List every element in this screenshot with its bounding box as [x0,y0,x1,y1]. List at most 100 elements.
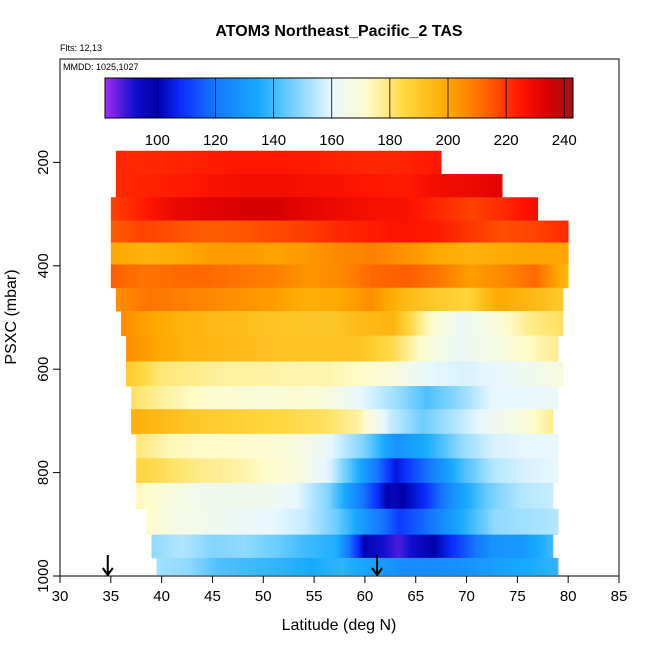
heatmap-cell [549,409,552,435]
heatmap-cell [520,433,523,459]
heatmap-cell [394,197,397,221]
heatmap-cell [166,264,169,289]
heatmap-cell [513,335,515,362]
heatmap-cell [408,287,411,312]
heatmap-cell [220,264,223,289]
heatmap-cell [146,386,149,410]
heatmap-cell [548,458,551,484]
heatmap-cell [341,220,344,243]
heatmap-cell [253,174,256,198]
heatmap-cell [179,534,182,559]
heatmap-cell [363,311,366,336]
heatmap-cell [428,557,430,576]
heatmap-cell [394,242,397,265]
heatmap-cell [208,264,211,289]
heatmap-cell [433,264,436,289]
heatmap-cell [136,264,139,289]
heatmap-cell [237,150,240,175]
heatmap-cell [386,197,389,221]
heatmap-cell [298,150,301,175]
heatmap-cell [149,311,152,336]
heatmap-cell [288,287,291,312]
heatmap-cell [463,482,466,510]
heatmap-cell [379,433,382,459]
heatmap-cell [512,220,515,243]
heatmap-cell [410,264,413,289]
heatmap-cell [396,287,399,312]
heatmap-cell [339,150,342,175]
heatmap-cell [483,508,486,536]
heatmap-cell [153,311,156,336]
heatmap-cell [534,287,537,312]
heatmap-cell [190,335,193,362]
heatmap-cell [264,174,267,198]
heatmap-cell [381,287,384,312]
heatmap-cell [450,174,453,198]
heatmap-cell [151,197,154,221]
heatmap-cell [312,335,314,362]
heatmap-cell [250,220,253,243]
heatmap-cell [368,557,370,576]
heatmap-cell [330,335,332,362]
heatmap-cell [202,534,205,559]
heatmap-cell [181,150,184,175]
heatmap-cell [549,287,552,312]
heatmap-cell [259,433,262,459]
heatmap-cell [279,150,282,175]
heatmap-cell [192,287,195,312]
heatmap-cell [119,197,122,221]
heatmap-cell [198,335,200,362]
heatmap-cell [148,174,151,198]
heatmap-cell [496,361,499,387]
heatmap-cell [233,534,236,559]
heatmap-cell [460,264,463,289]
heatmap-cell [490,458,493,484]
heatmap-cell [197,220,200,243]
heatmap-cell [265,287,268,312]
heatmap-cell [244,220,247,243]
heatmap-cell [496,242,499,265]
heatmap-cell [247,361,250,387]
heatmap-cell [258,311,261,336]
heatmap-cell [330,361,332,387]
heatmap-cell [529,361,532,387]
heatmap-cell [351,174,354,198]
heatmap-cell [312,409,315,435]
heatmap-cell [408,335,410,362]
heatmap-cell [171,174,174,198]
heatmap-cell [457,287,460,312]
heatmap-cell [266,433,269,459]
heatmap-cell [140,482,143,510]
heatmap-cell [232,197,235,221]
heatmap-cell [328,242,331,265]
heatmap-cell [322,361,325,387]
heatmap-cell [401,508,404,536]
heatmap-cell [427,534,430,559]
heatmap-cell [515,409,518,435]
heatmap-cell [440,264,443,289]
heatmap-cell [144,386,147,410]
heatmap-cell [179,197,182,221]
heatmap-cell [420,508,423,536]
heatmap-cell [203,386,206,410]
heatmap-cell [355,361,358,387]
heatmap-cell [321,508,324,536]
heatmap-cell [530,264,533,289]
heatmap-cell [407,311,410,336]
heatmap-cell [461,409,464,435]
heatmap-cell [277,150,280,175]
heatmap-cell [164,197,167,221]
heatmap-cell [244,264,247,289]
heatmap-cell [508,242,511,265]
heatmap-cell [504,386,507,410]
heatmap-cell [147,174,150,198]
heatmap-cell [546,386,549,410]
heatmap-cell [188,220,191,243]
heatmap-cell [246,335,248,362]
heatmap-cell [195,150,198,175]
heatmap-cell [150,287,153,312]
heatmap-cell [455,433,458,459]
heatmap-cell [472,220,475,243]
heatmap-cell [152,311,155,336]
heatmap-cell [519,335,521,362]
